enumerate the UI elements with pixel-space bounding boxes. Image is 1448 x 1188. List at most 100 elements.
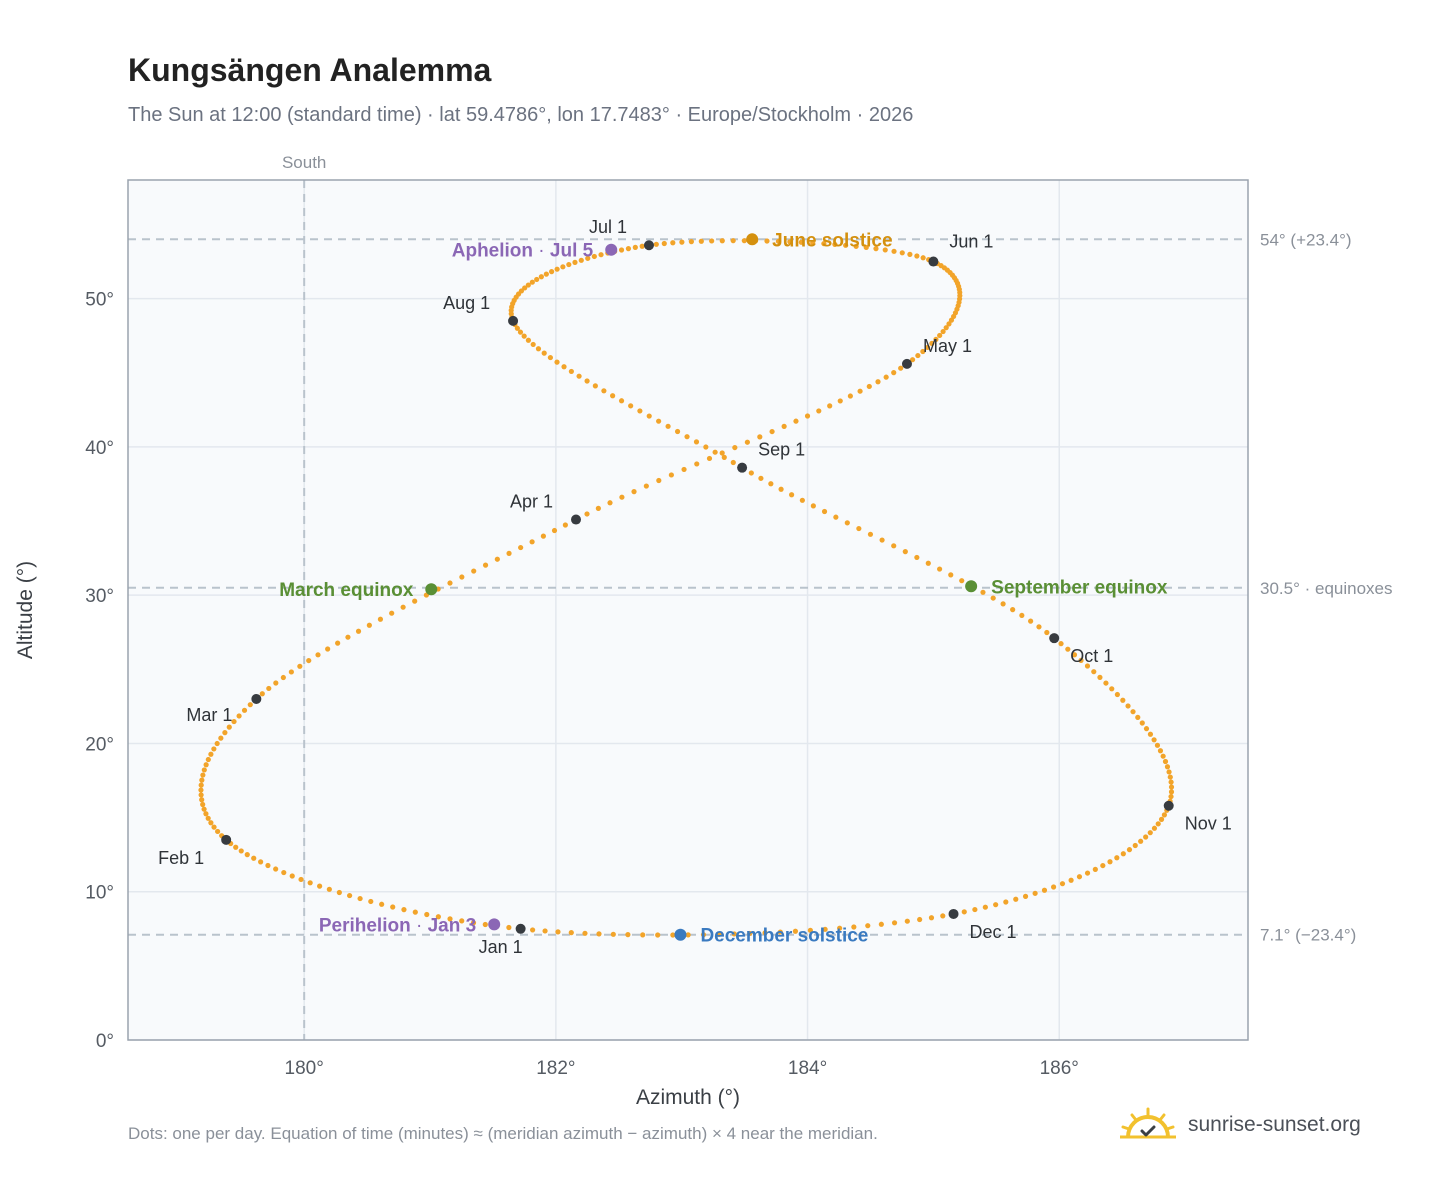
page-title: Kungsängen Analemma xyxy=(128,52,492,88)
daily-sun-dot xyxy=(543,271,549,277)
daily-sun-dot xyxy=(1160,753,1166,759)
daily-sun-dot xyxy=(525,337,532,343)
daily-sun-dot xyxy=(218,735,224,741)
daily-sun-dot xyxy=(920,348,926,355)
daily-sun-dot xyxy=(1059,881,1066,887)
daily-sun-dot xyxy=(1071,652,1078,658)
daily-sun-dot xyxy=(904,918,910,924)
daily-sun-dot xyxy=(787,239,793,245)
daily-sun-dot xyxy=(368,898,374,905)
daily-sun-dot xyxy=(799,497,805,503)
daily-sun-dot xyxy=(506,550,512,556)
daily-sun-dot xyxy=(1114,691,1120,698)
daily-sun-dot xyxy=(390,904,396,910)
month-marker-label: Jun 1 xyxy=(949,232,993,252)
daily-sun-dot xyxy=(972,906,978,913)
month-marker-label: Nov 1 xyxy=(1185,814,1232,834)
daily-sun-dot xyxy=(482,921,488,928)
month-marker-label: Jul 1 xyxy=(589,217,627,237)
daily-sun-dot xyxy=(1168,784,1175,790)
event-label: September equinox xyxy=(991,577,1168,598)
daily-sun-dot xyxy=(547,354,554,361)
daily-sun-dot xyxy=(226,724,232,730)
daily-sun-dot xyxy=(827,403,833,409)
daily-sun-dot xyxy=(1100,862,1106,869)
daily-sun-dot xyxy=(307,880,313,886)
daily-sun-dot xyxy=(709,238,715,244)
daily-sun-dot xyxy=(198,782,204,788)
daily-sun-dot xyxy=(706,455,713,462)
y-tick-label: 50° xyxy=(85,290,114,311)
daily-sun-dot xyxy=(203,762,209,768)
daily-sun-dot xyxy=(554,266,560,272)
daily-sun-dot xyxy=(601,388,607,394)
daily-sun-dot xyxy=(1158,816,1165,822)
daily-sun-dot xyxy=(847,393,853,399)
daily-sun-dot xyxy=(566,261,572,268)
daily-sun-dot xyxy=(1168,789,1175,795)
daily-sun-dot xyxy=(768,481,774,487)
daily-sun-dot xyxy=(1120,851,1126,857)
month-marker-label: Oct 1 xyxy=(1070,646,1113,666)
reference-line-label: 54° (+23.4°) xyxy=(1260,230,1352,249)
daily-sun-dot xyxy=(258,859,264,865)
y-tick-label: 0° xyxy=(96,1031,114,1052)
daily-sun-dot xyxy=(607,500,613,506)
daily-sun-dot xyxy=(538,274,544,280)
daily-sun-dot xyxy=(670,240,676,246)
daily-sun-dot xyxy=(915,352,921,359)
daily-sun-dot xyxy=(631,489,637,495)
daily-sun-dot xyxy=(946,321,952,327)
daily-sun-dot xyxy=(1000,601,1006,607)
daily-sun-dot xyxy=(355,628,362,634)
daily-sun-dot xyxy=(1138,838,1144,844)
south-label: South xyxy=(282,153,326,172)
daily-sun-dot xyxy=(1028,618,1034,624)
daily-sun-dot xyxy=(863,244,869,251)
x-tick-label: 186° xyxy=(1040,1058,1079,1079)
daily-sun-dot xyxy=(585,255,591,261)
daily-sun-dot xyxy=(535,346,542,352)
daily-sun-dot xyxy=(804,413,811,419)
daily-sun-dot xyxy=(898,365,904,371)
daily-sun-dot xyxy=(1109,686,1115,692)
daily-sun-dot xyxy=(199,777,205,783)
month-marker-label: Mar 1 xyxy=(186,705,232,725)
daily-sun-dot xyxy=(837,398,843,404)
daily-sun-dot xyxy=(1044,629,1050,636)
daily-sun-dot xyxy=(335,640,341,646)
daily-sun-dot xyxy=(471,568,477,574)
daily-sun-dot xyxy=(731,931,737,937)
daily-sun-dot xyxy=(775,238,782,244)
daily-sun-dot xyxy=(1147,830,1153,836)
daily-sun-dot xyxy=(693,439,700,445)
daily-sun-dot xyxy=(205,815,211,821)
daily-sun-dot xyxy=(656,418,662,424)
daily-sun-dot xyxy=(721,454,727,460)
daily-sun-dot xyxy=(1143,726,1150,732)
daily-sun-dot xyxy=(777,929,783,935)
month-marker-label: Jan 1 xyxy=(479,937,523,957)
daily-sun-dot xyxy=(244,851,250,858)
plot-area xyxy=(128,180,1248,1040)
daily-sun-dot xyxy=(518,544,524,551)
daily-sun-dot xyxy=(555,929,561,935)
daily-sun-dot xyxy=(401,907,407,913)
daily-sun-dot xyxy=(1036,624,1042,630)
daily-sun-dot xyxy=(1168,793,1174,800)
daily-sun-dot xyxy=(914,253,920,259)
daily-sun-dot xyxy=(684,434,690,440)
daily-sun-dot xyxy=(744,439,750,445)
daily-sun-dot xyxy=(792,928,799,934)
x-tick-label: 184° xyxy=(788,1058,827,1079)
daily-sun-dot xyxy=(832,241,838,248)
brand[interactable]: sunrise-sunset.org xyxy=(1120,1104,1361,1146)
daily-sun-dot xyxy=(1135,714,1141,720)
footnote: Dots: one per day. Equation of time (min… xyxy=(128,1124,878,1143)
daily-sun-dot xyxy=(781,423,787,429)
daily-sun-dot xyxy=(198,787,204,793)
daily-sun-dot xyxy=(470,920,477,926)
daily-sun-dot xyxy=(700,932,707,938)
daily-sun-dot xyxy=(1167,774,1173,780)
